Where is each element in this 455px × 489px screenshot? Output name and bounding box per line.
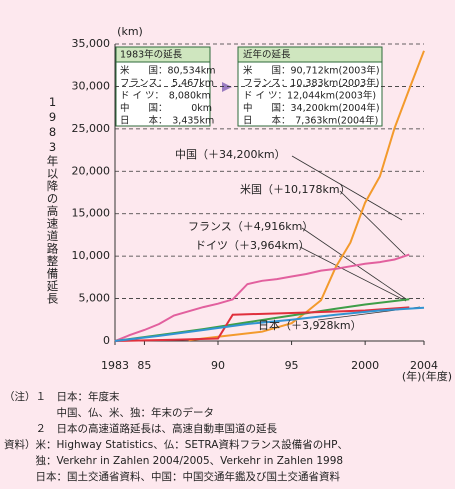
note: 中国、仏、米、独：年末のデータ (4, 406, 214, 419)
y-tick-label: 30,000 (72, 79, 111, 92)
x-tick-label: 2000 (351, 359, 379, 372)
y-unit: (km) (117, 25, 143, 38)
box-header (115, 46, 211, 63)
y-tick-label: 15,000 (72, 207, 111, 220)
arrow (222, 82, 232, 92)
series-label: 米国（＋10,178km） (240, 183, 351, 196)
y-tick-label: 5,000 (79, 292, 111, 305)
y-tick-label: 10,000 (72, 249, 111, 262)
note: 日本：国土交通省資料、中国：中国交通年鑑及び国土交通省資料 (4, 470, 340, 483)
series-label: ドイツ（＋3,964km） (195, 239, 310, 252)
box-row: 米 国：90,712km(2003年) (243, 65, 380, 77)
series-line (114, 253, 410, 342)
x-tick-label: 2004 (410, 359, 438, 372)
box-row: 中 国： 0km (120, 102, 212, 114)
box-row: 日 本： 3,435km (120, 115, 214, 127)
box-row: フランス：10,383km(2003年) (243, 77, 379, 89)
x-tick-label: 90 (211, 359, 225, 372)
note: （注）１ 日本：年度末 (4, 390, 120, 403)
series-label: フランス（＋4,916km） (188, 220, 313, 233)
box-row: ド イ ツ： 8,080km (120, 91, 211, 102)
x-tick-label: 95 (285, 359, 299, 372)
note: 資料）米：Highway Statistics、仏：SETRA資料フランス設備省… (4, 438, 348, 451)
series-line (114, 306, 410, 342)
box-row: 中 国：34,200km(2004年) (243, 102, 380, 114)
box-row: 米 国：80,534km (120, 65, 216, 77)
y-tick-label: 35,000 (72, 37, 111, 50)
series-label: 日本（＋3,928km） (258, 318, 362, 332)
box-row: フランス： 5,467km (120, 78, 214, 89)
x-unit: (年)(年度) (402, 369, 452, 383)
y-tick-label: 20,000 (72, 164, 111, 177)
y-axis-label: 1983年以降の高速道路整備延長 (46, 95, 60, 305)
series-line (188, 50, 425, 342)
y-tick-label: 0 (103, 334, 110, 347)
box-row: ド イ ツ：12,044km(2003年) (243, 90, 376, 102)
box-title: 1983年の延長 (120, 49, 183, 61)
series-label: 中国（＋34,200km） (175, 148, 286, 161)
series-line (114, 306, 425, 342)
y-tick-label: 25,000 (72, 122, 111, 135)
leader-lines (291, 155, 421, 321)
note: 独：Verkehr in Zahlen 2004/2005、Verkehr in… (4, 454, 343, 467)
x-tick-label: 85 (137, 359, 151, 372)
note: ２ 日本の高速道路延長は、高速自動車国道の延長 (4, 422, 277, 435)
box-row: 日 本： 7,363km(2004年) (243, 115, 378, 127)
x-tick-label: 1983 (101, 359, 129, 372)
box-header (237, 46, 383, 63)
box-title: 近年の延長 (243, 49, 291, 61)
